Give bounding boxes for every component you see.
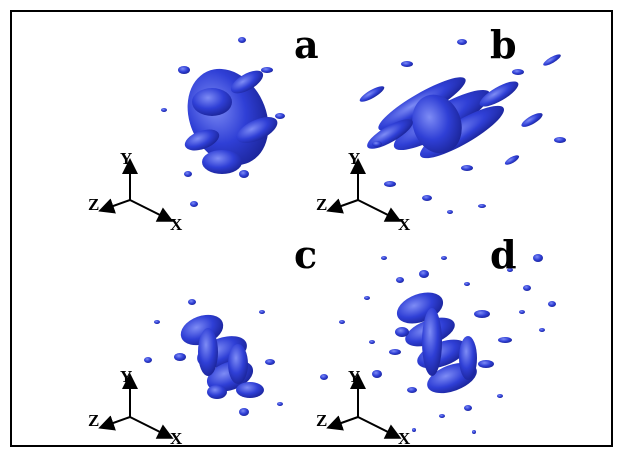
figure-panel: a b c d Y Z X Y Z X Y Z X Y Z X — [10, 10, 613, 447]
panel-b-isosurface — [359, 39, 566, 214]
panel-b-y-axis-label: Y — [348, 149, 361, 168]
panel-d-isosurface — [320, 254, 556, 434]
panel-c-y-axis-label: Y — [120, 367, 133, 386]
panel-c-axes — [98, 373, 174, 439]
panel-d-axes — [326, 373, 402, 439]
isosurface-drawing — [98, 37, 566, 439]
panel-c-z-axis-label: Z — [88, 411, 100, 430]
panel-b-label: b — [490, 22, 517, 67]
panel-b-x-axis-label: X — [398, 215, 411, 234]
panel-a-z-axis-label: Z — [88, 195, 100, 214]
panel-d-y-axis-label: Y — [348, 367, 361, 386]
panel-a-axes — [98, 158, 174, 222]
panel-c-x-axis-label: X — [170, 429, 183, 448]
panel-b-axes — [326, 158, 402, 222]
panel-d-x-axis-label: X — [398, 429, 411, 448]
panel-d-z-axis-label: Z — [316, 411, 328, 430]
panel-c-isosurface — [144, 299, 283, 416]
panel-a-isosurface — [161, 37, 285, 207]
panel-a-label: a — [294, 22, 319, 67]
panel-c-label: c — [294, 232, 318, 277]
panel-d-label: d — [490, 232, 517, 277]
panel-a-x-axis-label: X — [170, 215, 183, 234]
panel-a-y-axis-label: Y — [120, 149, 133, 168]
panel-b-z-axis-label: Z — [316, 195, 328, 214]
